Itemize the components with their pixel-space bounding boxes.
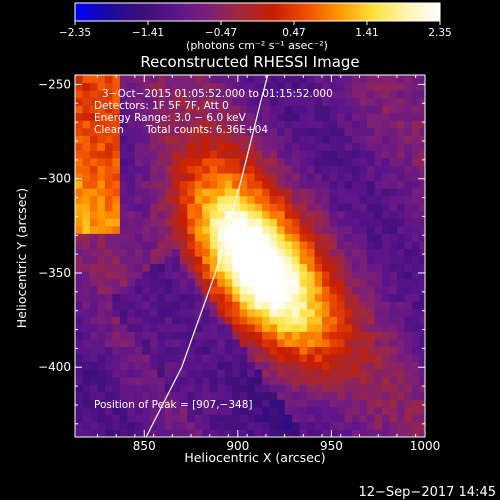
annotation-energy-range: Energy Range: 3.0 − 6.0 keV [94,112,247,124]
x-tick-label: 950 [320,439,343,453]
colorbar-tick-label: 2.35 [428,27,451,39]
colorbar-ticks: −2.35 −1.41 −0.47 0.47 1.41 2.35 [59,21,452,39]
colorbar-tick-label: −2.35 [59,27,91,39]
axis-ticks: 850 900 950 1000 −250 −300 −350 −400 [38,75,440,453]
annotation-clean: Clean [94,124,124,136]
annotation-time-range: 3−Oct−2015 01:05:52.000 to 01:15:52.000 [102,88,333,100]
y-tick-label: −400 [38,360,71,374]
annotation-detectors: Detectors: 1F 5F 7F, Att 0 [94,100,229,112]
colorbar-tick-label: 0.47 [282,27,305,39]
y-tick-label: −300 [38,172,71,186]
chart-title: Reconstructed RHESSI Image [140,53,359,71]
footer-timestamp: 12−Sep−2017 14:45 [358,485,496,500]
x-axis-label: Heliocentric X (arcsec) [184,450,325,465]
x-tick-label: 850 [133,439,156,453]
colorbar-unit-label: (photons cm⁻² s⁻¹ asec⁻²) [186,39,328,52]
x-tick-label: 1000 [410,439,441,453]
annotation-total-counts: Total counts: 6.36E+04 [145,124,268,136]
plot-frame [74,74,426,438]
y-tick-label: −250 [38,77,71,91]
peak-position-label: Position of Peak = [907,−348] [94,399,253,411]
x-tick-label: 900 [226,439,249,453]
y-axis-label: Heliocentric Y (arcsec) [14,188,29,328]
y-tick-label: −350 [38,266,71,280]
colorbar-tick-label: −0.47 [205,27,237,39]
heatmap-image [75,75,425,437]
colorbar-tick-label: 1.41 [355,27,378,39]
plot-area [75,75,425,437]
colorbar-tick-label: −1.41 [132,27,164,39]
solar-limb-line [145,75,269,437]
colorbar [74,2,441,22]
